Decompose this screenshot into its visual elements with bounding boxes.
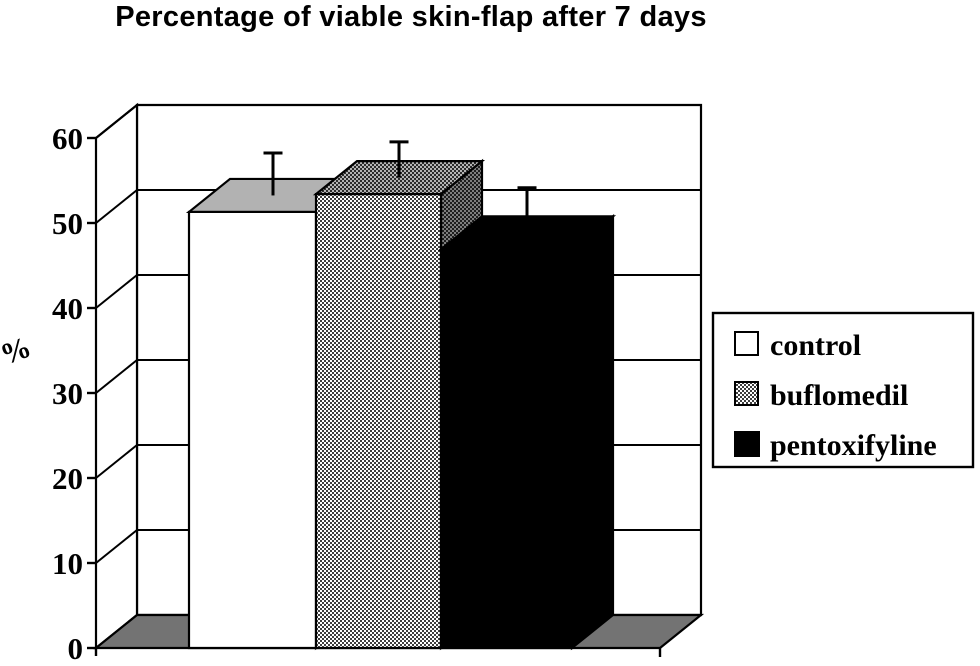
side-wall-depth-line-40 [95,274,138,309]
y-tick-label-40: 40 [52,291,83,326]
legend-label-buflomedil: buflomedil [770,379,908,412]
y-tick-label-20: 20 [52,461,83,496]
legend-swatch-buflomedil-pattern [736,383,757,404]
bar-buflomedil-front-pattern [316,194,441,648]
side-wall-depth-line-30 [95,359,138,394]
y-axis-title: % [0,330,35,371]
y-tick-label-0: 0 [68,631,84,666]
bar-pentoxifyline-front-fill [441,249,572,648]
legend-item-control: control [734,329,861,362]
legend-label-control: control [770,329,861,362]
plot-area-3d: 0 10 20 30 40 50 60 [52,102,705,666]
legend-swatch-pentoxifyline [734,431,760,457]
side-wall-depth-line-10 [95,529,138,564]
bar-pentoxifyline-side-fill [572,216,613,648]
legend-label-pentoxifyline: pentoxifyline [770,429,937,462]
bar-pentoxifyline-front-outline [439,248,574,650]
chart-title: Percentage of viable skin-flap after 7 d… [115,1,707,33]
bar-control-front-fill [189,211,316,648]
y-tick-label-30: 30 [52,376,83,411]
legend: control buflomedil pentoxifyline [711,311,975,469]
y-tick-label-10: 10 [52,546,83,581]
y-tick-label-50: 50 [52,206,83,241]
side-wall-depth-line-20 [95,444,138,479]
legend-item-buflomedil: buflomedil [734,379,908,412]
legend-item-pentoxifyline: pentoxifyline [734,429,937,462]
side-wall-depth-line-60 [95,104,138,139]
legend-swatch-control [734,331,759,356]
side-wall-depth-line-50 [95,189,138,224]
y-tick-label-60: 60 [52,121,83,156]
